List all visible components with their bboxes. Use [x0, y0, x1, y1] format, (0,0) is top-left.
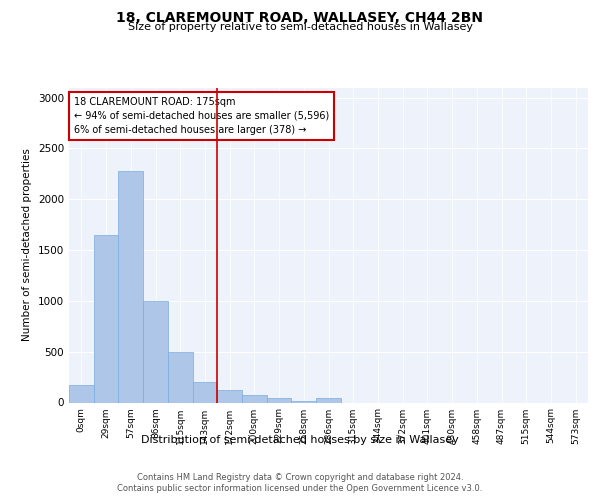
Bar	[267, 398, 292, 402]
Bar	[69, 384, 94, 402]
Text: 18, CLAREMOUNT ROAD, WALLASEY, CH44 2BN: 18, CLAREMOUNT ROAD, WALLASEY, CH44 2BN	[116, 11, 484, 25]
Bar	[118, 171, 143, 402]
Bar	[94, 235, 118, 402]
Bar	[193, 382, 217, 402]
Bar	[168, 352, 193, 403]
Y-axis label: Number of semi-detached properties: Number of semi-detached properties	[22, 148, 32, 342]
Text: Size of property relative to semi-detached houses in Wallasey: Size of property relative to semi-detach…	[128, 22, 473, 32]
Text: Contains HM Land Registry data © Crown copyright and database right 2024.: Contains HM Land Registry data © Crown c…	[137, 472, 463, 482]
Bar	[242, 396, 267, 402]
Text: Distribution of semi-detached houses by size in Wallasey: Distribution of semi-detached houses by …	[141, 435, 459, 445]
Text: Contains public sector information licensed under the Open Government Licence v3: Contains public sector information licen…	[118, 484, 482, 493]
Bar	[143, 301, 168, 402]
Text: 18 CLAREMOUNT ROAD: 175sqm
← 94% of semi-detached houses are smaller (5,596)
6% : 18 CLAREMOUNT ROAD: 175sqm ← 94% of semi…	[74, 97, 329, 135]
Bar	[217, 390, 242, 402]
Bar	[316, 398, 341, 402]
